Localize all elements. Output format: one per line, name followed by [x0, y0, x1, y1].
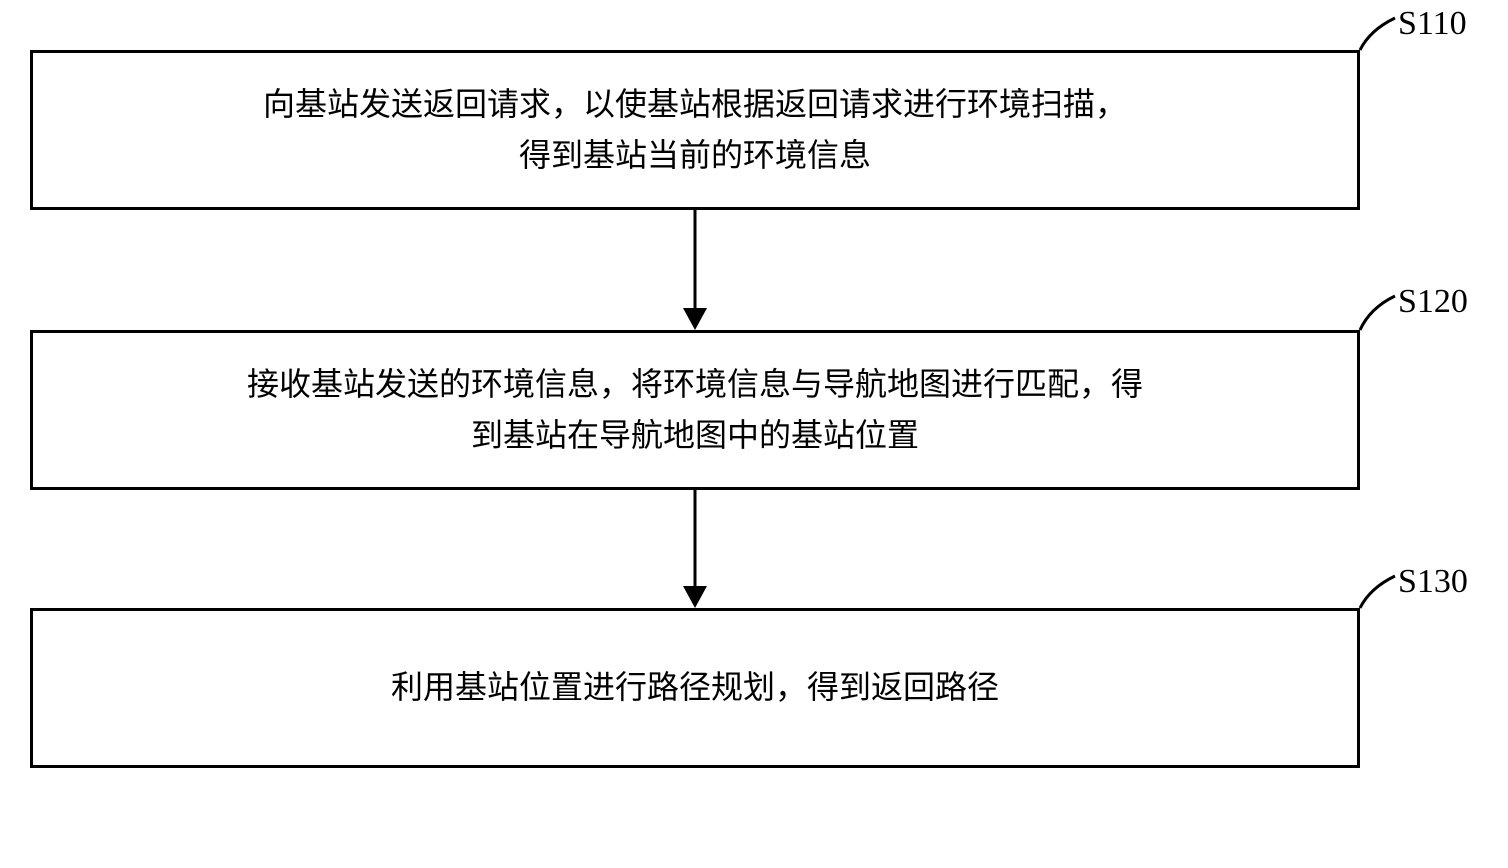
connector-arrow-1 — [683, 210, 707, 330]
step-label-s130: S130 — [1398, 563, 1468, 601]
flowchart-container: 向基站发送返回请求，以使基站根据返回请求进行环境扫描， 得到基站当前的环境信息 … — [0, 0, 1508, 868]
flow-step-s110-line2: 得到基站当前的环境信息 — [519, 137, 871, 173]
flow-step-s120-line1: 接收基站发送的环境信息，将环境信息与导航地图进行匹配，得 — [247, 366, 1143, 402]
flow-step-s110-text: 向基站发送返回请求，以使基站根据返回请求进行环境扫描， 得到基站当前的环境信息 — [263, 79, 1127, 181]
flow-step-s120-line2: 到基站在导航地图中的基站位置 — [471, 417, 919, 453]
flow-step-s130-line1: 利用基站位置进行路径规划，得到返回路径 — [391, 669, 999, 705]
connector-arrow-2 — [683, 490, 707, 608]
flow-step-s120: 接收基站发送的环境信息，将环境信息与导航地图进行匹配，得 到基站在导航地图中的基… — [30, 330, 1360, 490]
flow-step-s120-text: 接收基站发送的环境信息，将环境信息与导航地图进行匹配，得 到基站在导航地图中的基… — [247, 359, 1143, 461]
flow-step-s130-text: 利用基站位置进行路径规划，得到返回路径 — [391, 662, 999, 713]
flow-step-s110: 向基站发送返回请求，以使基站根据返回请求进行环境扫描， 得到基站当前的环境信息 — [30, 50, 1360, 210]
step-label-s120: S120 — [1398, 283, 1468, 321]
flow-step-s130: 利用基站位置进行路径规划，得到返回路径 — [30, 608, 1360, 768]
step-label-s110: S110 — [1398, 5, 1467, 43]
flow-step-s110-line1: 向基站发送返回请求，以使基站根据返回请求进行环境扫描， — [263, 86, 1127, 122]
